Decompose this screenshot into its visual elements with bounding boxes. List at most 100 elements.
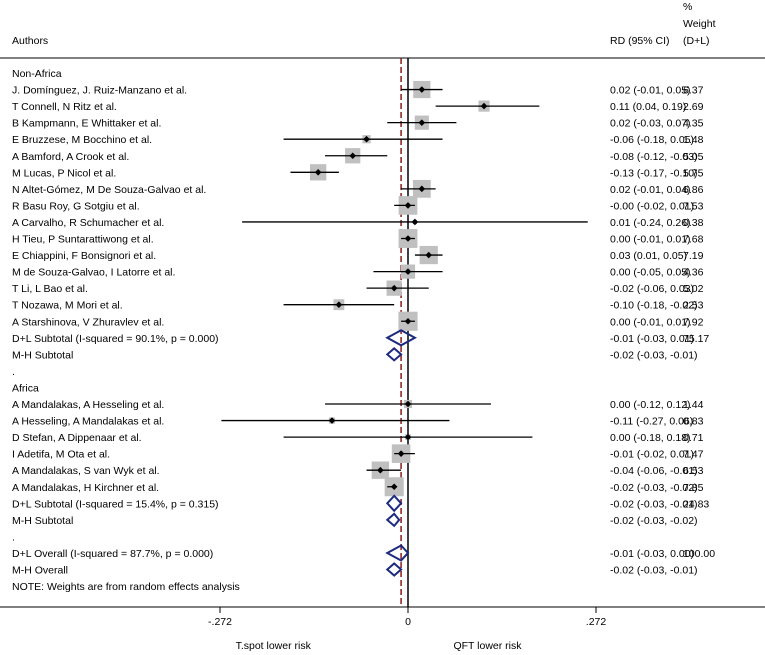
weight-value: 7.85 — [683, 482, 704, 494]
weight-value: 4.35 — [683, 118, 704, 130]
estimate-ci: -0.02 (-0.03, -0.01) — [610, 498, 698, 510]
subtotal-label: D+L Subtotal (I-squared = 15.4%, p = 0.3… — [12, 498, 219, 510]
weight-value: 1.48 — [683, 134, 704, 146]
header-weight: Weight — [683, 18, 716, 30]
estimate-ci: 0.00 (-0.12, 0.12) — [610, 399, 691, 411]
weight-value: 4.36 — [683, 267, 704, 279]
study-label: B Kampmann, E Whittaker et al. — [12, 118, 161, 130]
point-estimate — [390, 483, 398, 491]
pooled-diamond — [385, 544, 410, 562]
study-label: J. Domínguez, J. Ruiz-Manzano et al. — [12, 85, 187, 97]
estimate-ci: 0.03 (0.01, 0.05) — [610, 250, 687, 262]
point-estimate — [425, 251, 433, 259]
estimate-ci: -0.01 (-0.02, 0.01) — [610, 449, 694, 461]
study-label: A Starshinova, V Zhuravlev et al. — [12, 316, 164, 328]
study-label: E Chiappini, F Bonsignori et al. — [12, 250, 156, 262]
weight-value: 6.53 — [683, 465, 704, 477]
estimate-ci: -0.02 (-0.03, -0.01) — [610, 349, 698, 361]
estimate-ci: -0.01 (-0.03, 0.00) — [610, 548, 694, 560]
weight-value: 100.00 — [683, 548, 715, 560]
weight-value: 5.05 — [683, 151, 704, 163]
estimate-ci: -0.00 (-0.02, 0.01) — [610, 200, 694, 212]
overall-label: M-H Overall — [12, 565, 68, 577]
weight-value: 7.19 — [683, 250, 704, 262]
pooled-diamond — [385, 512, 401, 528]
estimate-ci: -0.02 (-0.03, -0.01) — [610, 565, 698, 577]
point-estimate — [404, 433, 412, 441]
point-estimate — [404, 317, 412, 325]
point-estimate — [335, 301, 343, 308]
estimate-ci: 0.00 (-0.05, 0.05) — [610, 267, 691, 279]
point-estimate — [404, 235, 412, 242]
weight-value: 5.75 — [683, 167, 704, 179]
study-label: M de Souza-Galvao, I Latorre et al. — [12, 267, 175, 279]
study-label: E Bruzzese, M Bocchino et al. — [12, 134, 152, 146]
estimate-ci: -0.06 (-0.18, 0.05) — [610, 134, 694, 146]
pooled-diamond — [385, 494, 403, 513]
weight-value: 1.44 — [683, 399, 704, 411]
point-estimate — [404, 400, 412, 408]
header-estimate: RD (95% CI) — [610, 35, 670, 47]
x-tick-label: .272 — [586, 616, 607, 628]
weight-value: 2.69 — [683, 101, 704, 113]
study-label: A Mandalakas, H Kirchner et al. — [12, 482, 159, 494]
point-estimate — [404, 268, 412, 275]
point-estimate — [397, 450, 405, 457]
spacer-dot: . — [12, 531, 15, 543]
estimate-ci: 0.01 (-0.24, 0.26) — [610, 217, 691, 229]
study-label: R Basu Roy, G Sotgiu et al. — [12, 200, 140, 212]
estimate-ci: -0.10 (-0.18, -0.02) — [610, 300, 698, 312]
weight-value: 7.68 — [683, 234, 704, 246]
study-label: T Li, L Bao et al. — [12, 283, 88, 295]
study-label: T Connell, N Ritz et al. — [12, 101, 117, 113]
weight-value: 7.92 — [683, 316, 704, 328]
estimate-ci: 0.02 (-0.03, 0.07) — [610, 118, 691, 130]
pooled-diamond — [385, 347, 403, 362]
estimate-ci: 0.11 (0.04, 0.19) — [610, 101, 686, 113]
study-label: T Nozawa, M Mori et al. — [12, 300, 123, 312]
estimate-ci: -0.02 (-0.06, 0.03) — [610, 283, 694, 295]
spacer-dot: . — [12, 366, 15, 378]
estimate-ci: -0.13 (-0.17, -0.10) — [610, 167, 698, 179]
subtotal-label: M-H Subtotal — [12, 349, 73, 361]
estimate-ci: 0.00 (-0.01, 0.01) — [610, 234, 691, 246]
estimate-ci: 0.00 (-0.18, 0.18) — [610, 432, 691, 444]
x-axis-right-label: QFT lower risk — [453, 640, 522, 652]
estimate-ci: 0.02 (-0.01, 0.04) — [610, 184, 691, 196]
study-label: A Mandalakas, A Hesseling et al. — [12, 399, 164, 411]
pooled-diamond — [385, 562, 403, 577]
weight-value: 6.86 — [683, 184, 704, 196]
group-label: Non-Africa — [12, 68, 62, 80]
pooled-diamond — [385, 329, 418, 347]
weight-value: 0.83 — [683, 416, 704, 428]
point-estimate — [314, 169, 322, 176]
weight-value: 5.02 — [683, 283, 704, 295]
study-label: I Adetifa, M Ota et al. — [12, 449, 110, 461]
header-weight-method: (D+L) — [683, 35, 710, 47]
weight-value: 6.37 — [683, 85, 704, 97]
estimate-ci: 0.00 (-0.01, 0.01) — [610, 316, 691, 328]
footnote: NOTE: Weights are from random effects an… — [12, 581, 240, 593]
estimate-ci: -0.04 (-0.06, -0.01) — [610, 465, 698, 477]
subtotal-label: M-H Subtotal — [12, 515, 73, 527]
weight-value: 7.47 — [683, 449, 704, 461]
point-estimate — [411, 218, 419, 226]
study-label: A Mandalakas, S van Wyk et al. — [12, 465, 160, 477]
point-estimate — [418, 119, 426, 126]
estimate-ci: -0.11 (-0.27, 0.06) — [610, 416, 693, 428]
point-estimate — [390, 284, 398, 292]
estimate-ci: 0.02 (-0.01, 0.05) — [610, 85, 691, 97]
point-estimate — [349, 152, 357, 160]
study-label: A Hesseling, A Mandalakas et al. — [12, 416, 164, 428]
study-label: M Lucas, P Nicol et al. — [12, 167, 116, 179]
weight-value: 2.53 — [683, 300, 704, 312]
overall-label: D+L Overall (I-squared = 87.7%, p = 0.00… — [12, 548, 213, 560]
weight-value: 24.83 — [683, 498, 709, 510]
x-axis-left-label: T.spot lower risk — [236, 640, 312, 652]
estimate-ci: -0.08 (-0.12, -0.03) — [610, 151, 698, 163]
study-label: A Carvalho, R Schumacher et al. — [12, 217, 164, 229]
header-authors: Authors — [12, 35, 48, 47]
study-label: A Bamford, A Crook et al. — [12, 151, 129, 163]
weight-value: 0.71 — [683, 432, 704, 444]
